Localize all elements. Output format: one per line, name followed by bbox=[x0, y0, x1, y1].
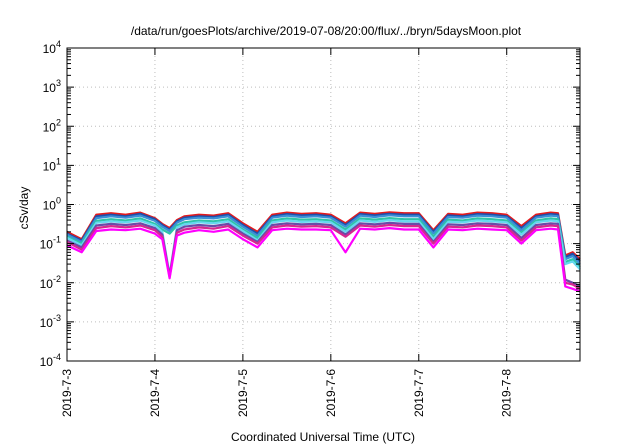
chart-title: /data/run/goesPlots/archive/2019-07-08/2… bbox=[131, 24, 522, 38]
x-axis-label: Coordinated Universal Time (UTC) bbox=[231, 430, 415, 444]
x-tick-label: 2019-7-3 bbox=[60, 369, 74, 417]
x-tick-label: 2019-7-4 bbox=[148, 369, 162, 417]
series-line-4 bbox=[66, 217, 581, 268]
series-line-5 bbox=[66, 219, 581, 276]
axis-layer: 10-4 10-3 10-2 10-1 100 101 102 103 104 2019-7-3 2… bbox=[40, 39, 580, 417]
series-line-7 bbox=[66, 223, 581, 290]
x-tick-label: 2019-7-6 bbox=[324, 369, 338, 417]
y-tick-label: 10-4 bbox=[40, 352, 61, 369]
y-tick-label: 104 bbox=[43, 39, 61, 56]
y-tick-label: 103 bbox=[43, 78, 61, 95]
series-line-6 bbox=[66, 221, 581, 288]
x-tick-label: 2019-7-7 bbox=[412, 369, 426, 417]
grid-layer bbox=[67, 48, 580, 361]
y-tick-label: 10-1 bbox=[40, 235, 61, 252]
y-tick-label: 10-2 bbox=[40, 274, 61, 291]
y-tick-label: 10-3 bbox=[40, 313, 61, 330]
y-tick-label: 100 bbox=[43, 196, 61, 213]
y-axis-label: cSv/day bbox=[17, 187, 31, 230]
series-line-2 bbox=[66, 212, 581, 263]
series-line-8 bbox=[66, 227, 581, 293]
series-layer bbox=[66, 211, 581, 293]
plot-frame bbox=[66, 47, 581, 362]
series-line-3 bbox=[66, 214, 581, 265]
y-tick-label: 102 bbox=[43, 117, 61, 134]
y-tick-label: 101 bbox=[43, 156, 61, 173]
x-tick-label: 2019-7-8 bbox=[500, 369, 514, 417]
x-tick-label: 2019-7-5 bbox=[236, 369, 250, 417]
